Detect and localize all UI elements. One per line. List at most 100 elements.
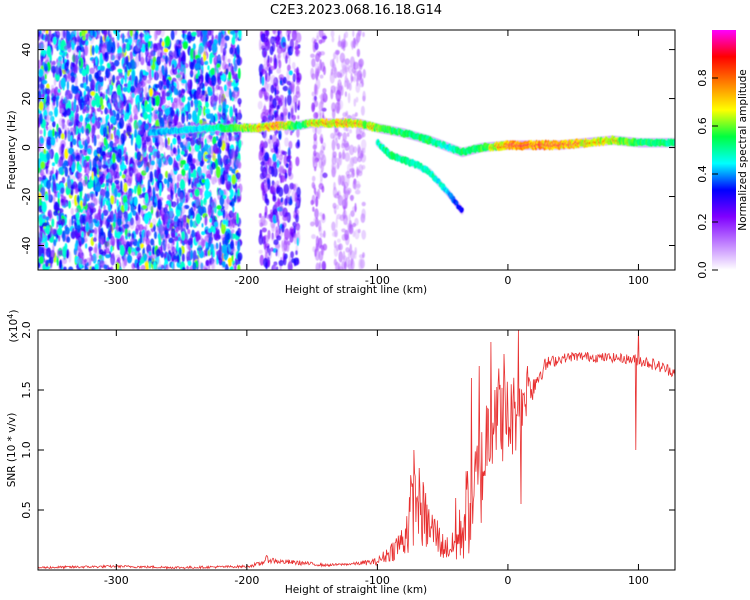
noise-cell bbox=[73, 63, 76, 74]
noise-cell bbox=[64, 226, 70, 235]
noise-cell bbox=[174, 100, 178, 110]
noise-cell bbox=[341, 233, 347, 241]
noise-cell bbox=[130, 85, 136, 94]
noise-cell bbox=[81, 259, 86, 266]
noise-cell bbox=[42, 168, 45, 176]
noise-cell bbox=[50, 136, 56, 146]
noise-cell bbox=[169, 210, 174, 222]
noise-cell bbox=[120, 77, 124, 85]
noise-cell bbox=[190, 99, 194, 108]
noise-cell bbox=[38, 192, 42, 199]
noise-cell bbox=[276, 266, 279, 270]
noise-cell bbox=[38, 30, 41, 37]
noise-cell bbox=[173, 255, 178, 260]
noise-cell bbox=[147, 185, 152, 193]
noise-cell bbox=[336, 143, 340, 150]
noise-cell bbox=[92, 237, 97, 243]
noise-cell bbox=[292, 74, 297, 80]
noise-cell bbox=[356, 170, 363, 177]
noise-cell bbox=[196, 137, 202, 146]
noise-cell bbox=[60, 187, 65, 194]
noise-cell bbox=[143, 130, 147, 143]
noise-cell bbox=[129, 196, 132, 202]
noise-cell bbox=[73, 123, 77, 136]
noise-cell bbox=[86, 267, 89, 270]
noise-cell bbox=[358, 58, 364, 68]
noise-cell bbox=[258, 213, 262, 219]
noise-cell bbox=[337, 238, 341, 243]
noise-cell bbox=[61, 222, 64, 227]
noise-cell bbox=[165, 91, 171, 97]
noise-cell bbox=[296, 77, 301, 84]
noise-cell bbox=[213, 105, 217, 111]
noise-cell bbox=[119, 139, 123, 146]
noise-cell bbox=[165, 78, 170, 89]
noise-cell bbox=[221, 260, 226, 268]
noise-cell bbox=[355, 36, 359, 47]
noise-cell bbox=[57, 88, 61, 93]
noise-cell bbox=[265, 173, 271, 180]
noise-cell bbox=[217, 209, 222, 217]
noise-cell bbox=[66, 80, 69, 91]
noise-cell bbox=[197, 150, 202, 162]
noise-cell bbox=[73, 85, 79, 95]
noise-cell bbox=[350, 156, 355, 167]
noise-cell bbox=[123, 182, 128, 193]
noise-cell bbox=[198, 241, 204, 246]
noise-cell bbox=[177, 43, 183, 50]
noise-cell bbox=[355, 82, 361, 93]
noise-cell bbox=[148, 251, 152, 256]
noise-cell bbox=[330, 89, 334, 100]
noise-cell bbox=[176, 240, 179, 251]
noise-cell bbox=[62, 56, 65, 65]
noise-cell bbox=[154, 72, 157, 81]
noise-cell bbox=[186, 249, 189, 257]
noise-cell bbox=[43, 127, 46, 138]
noise-cell bbox=[79, 31, 82, 37]
noise-cell bbox=[94, 243, 98, 254]
noise-cell bbox=[236, 212, 239, 224]
noise-cell bbox=[276, 186, 280, 193]
noise-cell bbox=[291, 105, 295, 116]
noise-cell bbox=[102, 209, 109, 216]
noise-cell bbox=[287, 192, 291, 202]
noise-cell bbox=[42, 88, 45, 99]
noise-cell bbox=[341, 228, 346, 233]
noise-cell bbox=[278, 100, 283, 107]
noise-cell bbox=[67, 154, 74, 167]
noise-cell bbox=[273, 161, 278, 168]
noise-cell bbox=[187, 79, 193, 90]
chart-title: C2E3.2023.068.16.18.G14 bbox=[270, 3, 442, 18]
noise-cell bbox=[261, 87, 266, 92]
noise-cell bbox=[112, 152, 116, 164]
noise-cell bbox=[282, 104, 287, 114]
noise-cell bbox=[182, 30, 185, 39]
noise-cell bbox=[76, 112, 80, 123]
noise-cell bbox=[163, 85, 167, 90]
noise-cell bbox=[195, 230, 200, 242]
noise-cell bbox=[339, 52, 346, 63]
noise-cell bbox=[61, 143, 65, 153]
noise-cell bbox=[204, 202, 207, 207]
noise-cell bbox=[211, 233, 213, 244]
noise-cell bbox=[167, 254, 170, 262]
noise-cell bbox=[216, 205, 222, 210]
noise-cell bbox=[362, 252, 365, 259]
noise-cell bbox=[362, 90, 366, 102]
noise-cell bbox=[231, 229, 235, 234]
noise-cell bbox=[133, 113, 138, 122]
noise-cell bbox=[79, 151, 83, 164]
noise-cell bbox=[196, 89, 201, 100]
noise-cell bbox=[48, 192, 52, 200]
noise-cell bbox=[129, 238, 136, 242]
noise-cell bbox=[204, 60, 209, 65]
noise-cell bbox=[207, 209, 213, 216]
noise-cell bbox=[86, 262, 89, 267]
noise-cell bbox=[348, 82, 352, 91]
noise-cell bbox=[64, 95, 70, 104]
noise-cell bbox=[322, 88, 327, 94]
noise-cell bbox=[155, 95, 160, 107]
noise-cell bbox=[128, 134, 133, 139]
noise-cell bbox=[116, 225, 119, 234]
noise-cell bbox=[222, 47, 227, 57]
